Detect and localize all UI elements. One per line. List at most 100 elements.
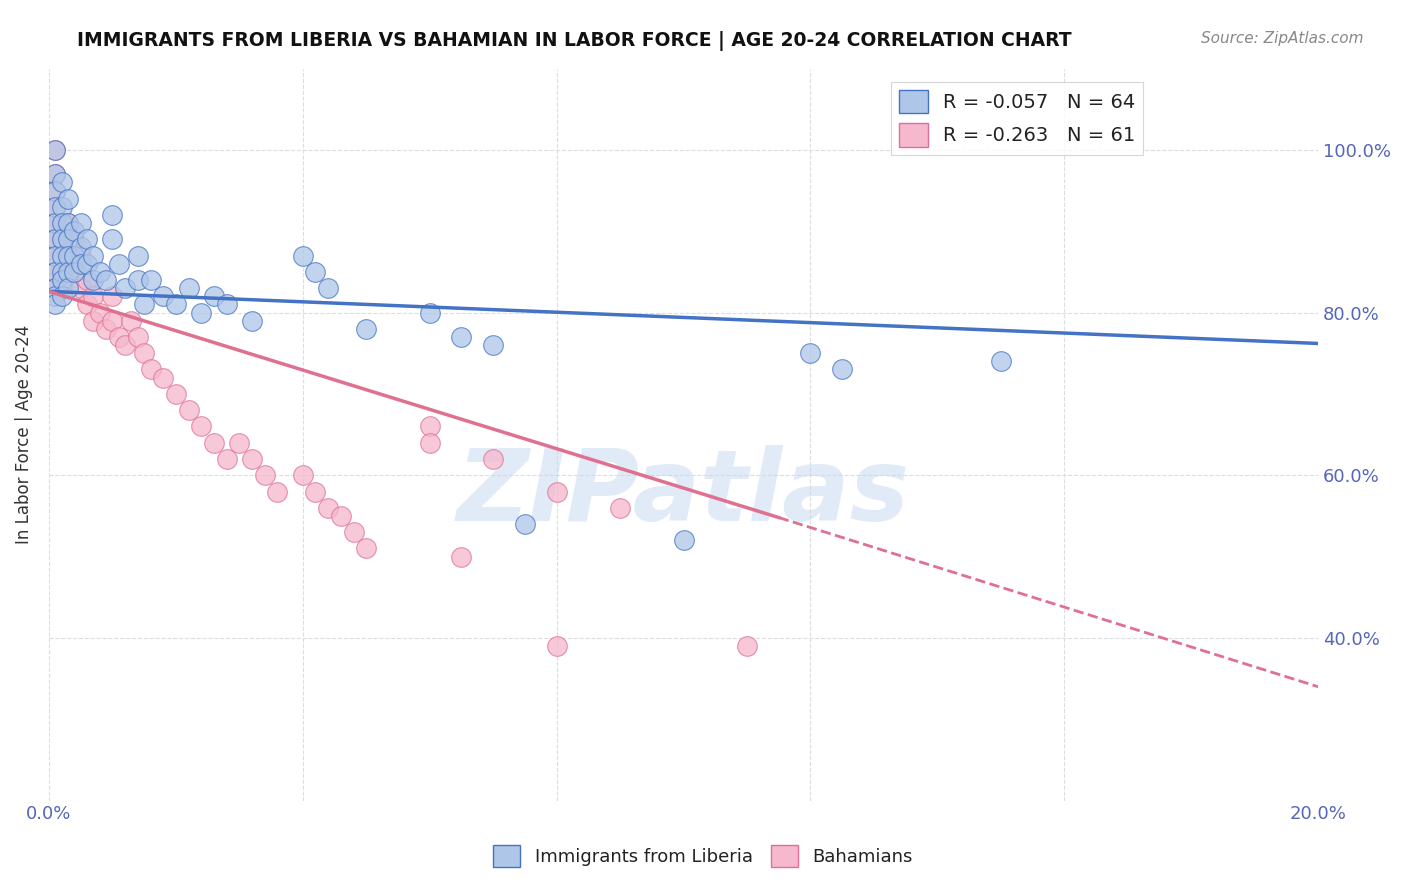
Point — [44, 265, 66, 279]
Point — [51, 216, 73, 230]
Point — [63, 265, 86, 279]
Text: Source: ZipAtlas.com: Source: ZipAtlas.com — [1201, 31, 1364, 46]
Point — [134, 346, 156, 360]
Point — [89, 265, 111, 279]
Point — [107, 330, 129, 344]
Point — [44, 216, 66, 230]
Point — [69, 216, 91, 230]
Point — [152, 289, 174, 303]
Point — [94, 322, 117, 336]
Point — [51, 265, 73, 279]
Point — [76, 273, 98, 287]
Point — [291, 249, 314, 263]
Point — [82, 289, 104, 303]
Point — [63, 224, 86, 238]
Point — [165, 297, 187, 311]
Point — [177, 403, 200, 417]
Point — [450, 330, 472, 344]
Point — [127, 330, 149, 344]
Point — [356, 322, 378, 336]
Point — [101, 232, 124, 246]
Point — [89, 305, 111, 319]
Point — [56, 216, 79, 230]
Point — [51, 232, 73, 246]
Point — [202, 435, 225, 450]
Point — [240, 314, 263, 328]
Point — [44, 281, 66, 295]
Point — [546, 639, 568, 653]
Point — [44, 216, 66, 230]
Point — [253, 468, 276, 483]
Point — [56, 281, 79, 295]
Point — [44, 289, 66, 303]
Point — [82, 249, 104, 263]
Point — [190, 419, 212, 434]
Point — [990, 354, 1012, 368]
Point — [101, 208, 124, 222]
Point — [51, 175, 73, 189]
Point — [51, 216, 73, 230]
Point — [316, 500, 339, 515]
Point — [44, 200, 66, 214]
Point — [44, 167, 66, 181]
Point — [63, 232, 86, 246]
Point — [56, 249, 79, 263]
Point — [51, 273, 73, 287]
Point — [56, 232, 79, 246]
Point — [450, 549, 472, 564]
Point — [190, 305, 212, 319]
Point — [51, 281, 73, 295]
Point — [139, 362, 162, 376]
Point — [44, 143, 66, 157]
Point — [51, 200, 73, 214]
Point — [266, 484, 288, 499]
Point — [114, 338, 136, 352]
Point — [215, 452, 238, 467]
Point — [44, 297, 66, 311]
Point — [513, 516, 536, 531]
Point — [165, 387, 187, 401]
Point — [44, 143, 66, 157]
Legend: R = -0.057   N = 64, R = -0.263   N = 61: R = -0.057 N = 64, R = -0.263 N = 61 — [891, 82, 1143, 154]
Point — [134, 297, 156, 311]
Point — [831, 362, 853, 376]
Point — [63, 265, 86, 279]
Point — [44, 200, 66, 214]
Point — [419, 419, 441, 434]
Point — [44, 265, 66, 279]
Point — [342, 525, 364, 540]
Point — [215, 297, 238, 311]
Point — [177, 281, 200, 295]
Point — [240, 452, 263, 467]
Point — [69, 240, 91, 254]
Point — [69, 257, 91, 271]
Point — [69, 249, 91, 263]
Point — [799, 346, 821, 360]
Point — [127, 273, 149, 287]
Point — [76, 257, 98, 271]
Point — [82, 273, 104, 287]
Point — [51, 249, 73, 263]
Point — [672, 533, 695, 548]
Point — [69, 281, 91, 295]
Point — [316, 281, 339, 295]
Text: IMMIGRANTS FROM LIBERIA VS BAHAMIAN IN LABOR FORCE | AGE 20-24 CORRELATION CHART: IMMIGRANTS FROM LIBERIA VS BAHAMIAN IN L… — [77, 31, 1071, 51]
Point — [63, 249, 86, 263]
Point — [609, 500, 631, 515]
Point — [51, 249, 73, 263]
Point — [56, 265, 79, 279]
Point — [44, 232, 66, 246]
Point — [44, 281, 66, 295]
Point — [56, 232, 79, 246]
Text: ZIPatlas: ZIPatlas — [457, 444, 910, 541]
Point — [121, 314, 143, 328]
Point — [51, 289, 73, 303]
Point — [419, 435, 441, 450]
Point — [735, 639, 758, 653]
Y-axis label: In Labor Force | Age 20-24: In Labor Force | Age 20-24 — [15, 325, 32, 544]
Point — [76, 232, 98, 246]
Point — [152, 370, 174, 384]
Point — [228, 435, 250, 450]
Point — [419, 305, 441, 319]
Point — [56, 249, 79, 263]
